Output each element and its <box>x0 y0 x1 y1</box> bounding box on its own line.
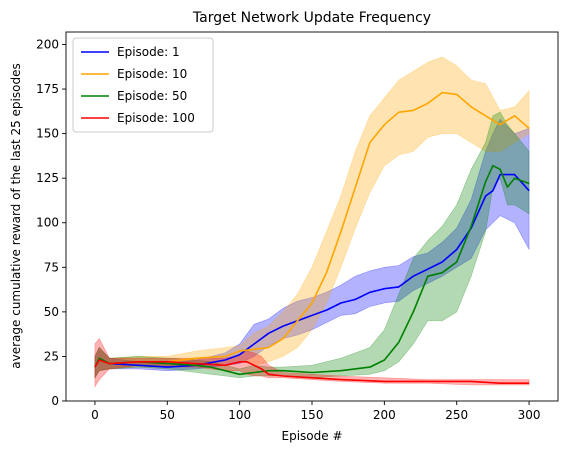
y-tick-label: 125 <box>36 171 59 185</box>
band-episode-1 <box>94 118 530 379</box>
y-tick-label: 200 <box>36 37 59 51</box>
band-episode-50 <box>94 111 530 379</box>
legend-label-episode-100: Episode: 100 <box>117 111 195 125</box>
legend: Episode: 1 Episode: 10 Episode: 50 Episode:… <box>72 37 214 133</box>
line-episode-10 <box>94 91 530 368</box>
x-tick-label: 300 <box>518 408 541 422</box>
x-axis-ticks: 0 50 100 150 200 250 300 <box>91 401 541 422</box>
x-axis-label: Episode # <box>282 429 343 443</box>
x-tick-label: 150 <box>301 408 324 422</box>
legend-label-episode-1: Episode: 1 <box>117 45 180 59</box>
line-episode-1 <box>94 173 530 368</box>
y-tick-label: 75 <box>44 260 59 274</box>
line-episode-50 <box>94 164 530 376</box>
y-tick-label: 50 <box>44 305 59 319</box>
legend-label-episode-50: Episode: 50 <box>117 89 187 103</box>
plot-frame <box>65 31 559 402</box>
series-lines <box>94 91 530 385</box>
x-tick-label: 0 <box>91 408 99 422</box>
band-episode-10 <box>94 56 530 379</box>
y-tick-label: 100 <box>36 216 59 230</box>
y-tick-label: 150 <box>36 127 59 141</box>
y-axis-ticks: 0 25 50 75 100 125 150 175 200 <box>36 37 66 408</box>
chart-title: Target Network Update Frequency <box>192 10 431 26</box>
y-tick-label: 175 <box>36 82 59 96</box>
y-axis-label: average cumulative reward of the last 25… <box>9 63 23 368</box>
y-tick-label: 0 <box>51 394 59 408</box>
line-episode-100 <box>94 359 530 385</box>
x-tick-label: 50 <box>160 408 175 422</box>
y-tick-label: 25 <box>44 349 59 363</box>
x-tick-label: 100 <box>228 408 251 422</box>
legend-label-episode-10: Episode: 10 <box>117 67 187 81</box>
x-tick-label: 250 <box>445 408 468 422</box>
legend-box <box>72 37 214 133</box>
x-tick-label: 200 <box>373 408 396 422</box>
